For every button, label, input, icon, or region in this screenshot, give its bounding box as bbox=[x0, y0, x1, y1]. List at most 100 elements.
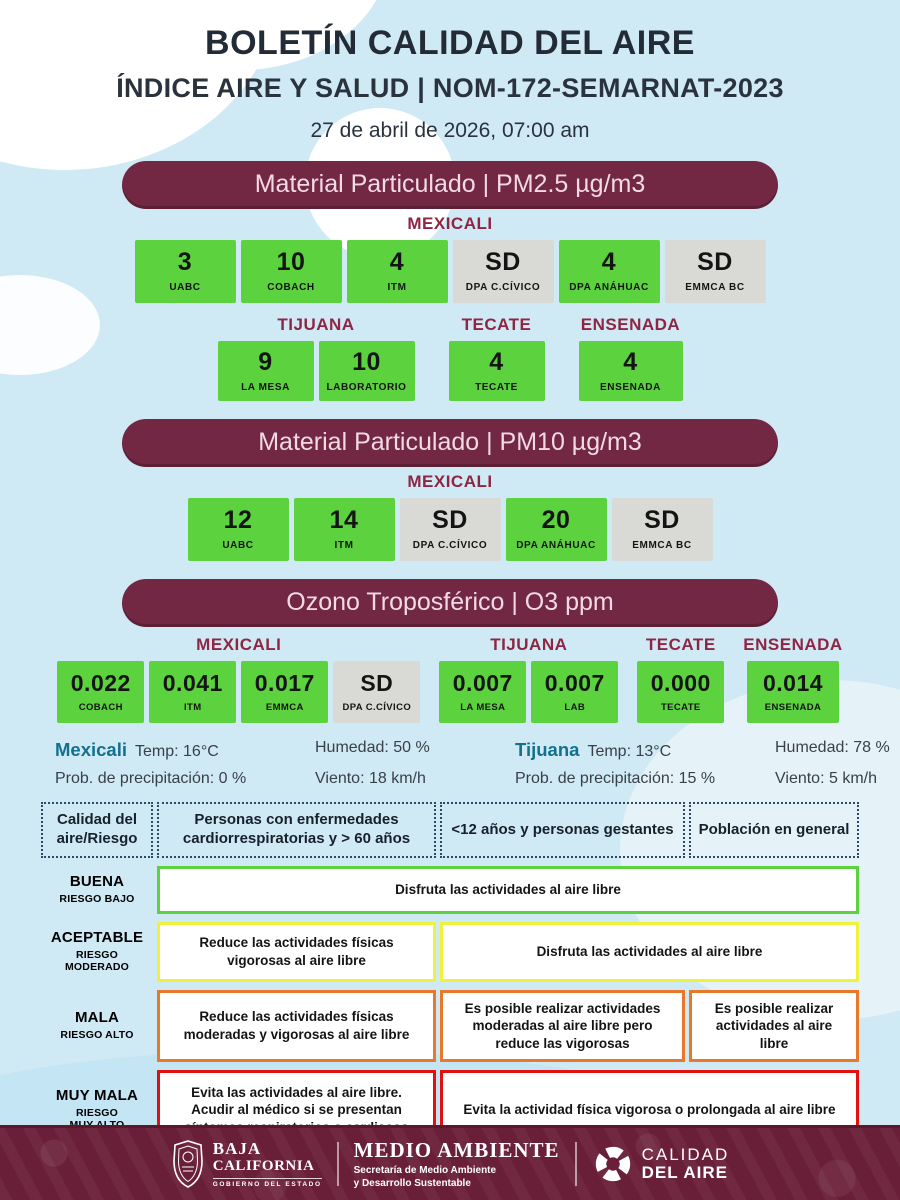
station-name: COBACH bbox=[78, 701, 123, 713]
measurement-value: SD bbox=[697, 248, 733, 276]
measurement-value: 12 bbox=[223, 506, 253, 534]
station-name: ENSENADA bbox=[600, 381, 661, 393]
measurement-cell: 0.017 EMMCA bbox=[241, 661, 329, 723]
station-name: COBACH bbox=[267, 282, 315, 293]
ozone-tecate-row: 0.000 TECATE bbox=[637, 661, 725, 723]
station-name: LABORATORIO bbox=[326, 381, 407, 393]
measurement-cell: SD DPA C.CÍVICO bbox=[333, 661, 421, 723]
risk-label-mala: MALA RIESGO ALTO bbox=[41, 990, 153, 1062]
risk-advice: Disfruta las actividades al aire libre bbox=[157, 866, 859, 914]
ministry-name: MEDIO AMBIENTE bbox=[353, 1138, 560, 1163]
measurement-cell: 4 TECATE bbox=[448, 341, 545, 401]
risk-advice: Es posible realizar actividades moderada… bbox=[440, 990, 685, 1062]
ozone-mexicali-row: 0.022 COBACH 0.041 ITM 0.017 EMMCA SD DPA C.… bbox=[57, 661, 421, 723]
risk-label-aceptable: ACEPTABLE RIESGO MODERADO bbox=[41, 922, 153, 982]
risk-header-general: Población en general bbox=[689, 802, 859, 858]
measurement-cell: 4 DPA ANÁHUAC bbox=[558, 240, 660, 303]
city-label-tecate: TECATE bbox=[461, 315, 532, 334]
measurement-cell: 20 DPA ANÁHUAC bbox=[505, 498, 607, 561]
risk-level: MALA bbox=[74, 1009, 120, 1027]
banner-pm25: Material Particulado | PM2.5 µg/m3 bbox=[122, 161, 778, 209]
measurement-value: 3 bbox=[177, 248, 193, 276]
station-name: DPA ANÁHUAC bbox=[516, 540, 596, 551]
state-crest-icon bbox=[172, 1140, 203, 1188]
risk-level: BUENA bbox=[69, 873, 125, 891]
air-quality-logo-icon bbox=[595, 1146, 630, 1182]
station-name: DPA C.CÍVICO bbox=[465, 282, 541, 293]
station-name: EMMCA BC bbox=[632, 540, 692, 551]
risk-sublabel-line: MODERADO bbox=[64, 961, 129, 974]
gov-name-line2: CALIFORNIA bbox=[212, 1157, 315, 1174]
risk-header-children: <12 años y personas gestantes bbox=[440, 802, 685, 858]
bulletin-date: 27 de abril de 2026, 07:00 am bbox=[310, 119, 590, 142]
station-name: UABC bbox=[169, 282, 201, 293]
measurement-value: 14 bbox=[329, 506, 359, 534]
station-name: ITM bbox=[387, 282, 407, 293]
risk-level: MUY MALA bbox=[55, 1087, 139, 1104]
ozone-mexicali-group: MEXICALI 0.022 COBACH 0.041 ITM 0.017 EMMCA… bbox=[57, 635, 421, 723]
station-name: EMMCA bbox=[265, 701, 304, 713]
pm25-tijuana-group: TIJUANA 9 LA MESA 10 LABORATORIO bbox=[217, 315, 415, 401]
measurement-value: 20 bbox=[541, 506, 571, 534]
air-quality-logo: CALIDAD DEL AIRE bbox=[592, 1143, 730, 1185]
measurement-cell: 14 ITM bbox=[293, 498, 395, 561]
pm25-tecate-row: 4 TECATE bbox=[448, 341, 545, 401]
air-quality-name: CALIDAD DEL AIRE bbox=[642, 1146, 730, 1182]
station-name: ENSENADA bbox=[764, 701, 822, 713]
risk-sublabel: RIESGO MODERADO bbox=[65, 949, 129, 974]
measurement-cell: 0.022 COBACH bbox=[57, 661, 145, 723]
ozone-tijuana-row: 0.007 LA MESA 0.007 LAB bbox=[439, 661, 619, 723]
measurement-cell: 9 LA MESA bbox=[217, 341, 314, 401]
weather-mexicali-temp: Mexicali Temp: 16°C bbox=[55, 739, 305, 761]
measurement-value: SD bbox=[644, 506, 680, 534]
risk-label-buena: BUENA RIESGO BAJO bbox=[41, 866, 153, 914]
weather-temp: Temp: 16°C bbox=[135, 743, 219, 760]
risk-advice: Reduce las actividades físicas moderadas… bbox=[157, 990, 436, 1062]
gov-subtitle: GOBIERNO DEL ESTADO bbox=[212, 1177, 322, 1189]
ozone-ensenada-group: ENSENADA 0.014 ENSENADA bbox=[743, 635, 842, 723]
measurement-cell: 0.000 TECATE bbox=[637, 661, 725, 723]
risk-sublabel-line: RIESGO bbox=[75, 1106, 119, 1119]
weather-tijuana-temp: Tijuana Temp: 13°C bbox=[515, 739, 765, 761]
city-label-tijuana: TIJUANA bbox=[277, 315, 355, 334]
measurement-cell: 12 UABC bbox=[187, 498, 289, 561]
weather-tijuana-wind: Viento: 5 km/h bbox=[775, 770, 877, 787]
measurement-value: 4 bbox=[389, 248, 405, 276]
ozone-ensenada-row: 0.014 ENSENADA bbox=[743, 661, 842, 723]
city-label-tecate: TECATE bbox=[645, 635, 716, 654]
measurement-value: 0.014 bbox=[762, 669, 824, 696]
page-subtitle: ÍNDICE AIRE Y SALUD | NOM-172-SEMARNAT-2… bbox=[116, 73, 784, 103]
station-name: DPA C.CÍVICO bbox=[412, 540, 488, 551]
measurement-cell: SD DPA C.CÍVICO bbox=[452, 240, 554, 303]
risk-sublabel: RIESGO BAJO bbox=[59, 893, 135, 906]
measurement-cell: 0.014 ENSENADA bbox=[747, 661, 839, 723]
station-name: TECATE bbox=[475, 381, 518, 393]
weather-city-tijuana: Tijuana bbox=[515, 739, 580, 760]
risk-sublabel-line: RIESGO bbox=[75, 948, 119, 961]
weather-strip: Mexicali Temp: 16°C Humedad: 50 % Tijuana… bbox=[55, 739, 900, 788]
station-name: TECATE bbox=[660, 701, 701, 713]
station-name: EMMCA BC bbox=[685, 282, 745, 293]
measurement-cell: SD DPA C.CÍVICO bbox=[399, 498, 501, 561]
gov-name-line1: BAJA bbox=[212, 1138, 262, 1158]
weather-temp: Temp: 13°C bbox=[587, 743, 672, 760]
station-name: ITM bbox=[184, 701, 202, 713]
risk-advice: Reduce las actividades físicas vigorosas… bbox=[157, 922, 436, 982]
air-quality-line2: DEL AIRE bbox=[641, 1163, 728, 1182]
station-name: DPA ANÁHUAC bbox=[569, 282, 649, 293]
measurement-value: 0.000 bbox=[650, 669, 711, 696]
measurement-value: 4 bbox=[601, 248, 617, 276]
footer-divider bbox=[336, 1142, 339, 1186]
measurement-cell: 10 LABORATORIO bbox=[318, 341, 415, 401]
weather-mexicali-precip: Prob. de precipitación: 0 % bbox=[55, 770, 247, 787]
measurement-cell: 0.007 LA MESA bbox=[439, 661, 527, 723]
station-name: LA MESA bbox=[241, 381, 290, 393]
ministry-subtitle-line1: Secretaría de Medio Ambiente bbox=[353, 1164, 497, 1176]
pm25-tecate-group: TECATE 4 TECATE bbox=[448, 315, 545, 401]
ministry-logo: MEDIO AMBIENTE Secretaría de Medio Ambie… bbox=[354, 1138, 560, 1189]
measurement-cell: 4 ENSENADA bbox=[578, 341, 683, 401]
city-label-tijuana: TIJUANA bbox=[490, 635, 568, 654]
ozone-tijuana-group: TIJUANA 0.007 LA MESA 0.007 LAB bbox=[439, 635, 619, 723]
station-name: LAB bbox=[564, 701, 586, 713]
